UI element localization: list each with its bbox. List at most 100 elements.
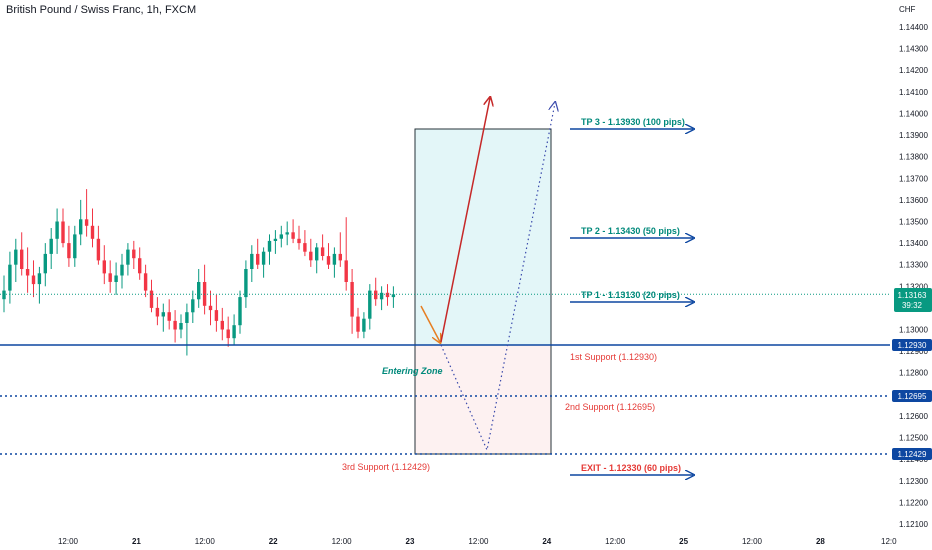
candle[interactable] bbox=[55, 208, 59, 254]
price-tick-label: 1.12800 bbox=[899, 369, 928, 378]
candle[interactable] bbox=[326, 243, 331, 269]
candle[interactable] bbox=[309, 238, 313, 267]
price-tick-label: 1.12900 bbox=[899, 347, 928, 356]
time-tick-label: 25 bbox=[679, 537, 688, 546]
candle[interactable] bbox=[67, 225, 71, 267]
candle[interactable] bbox=[220, 307, 224, 341]
candle[interactable] bbox=[138, 247, 142, 280]
candle[interactable] bbox=[356, 307, 360, 339]
time-tick-label: 24 bbox=[542, 537, 551, 546]
price-tick-label: 1.13400 bbox=[899, 239, 928, 248]
candle[interactable] bbox=[202, 264, 207, 315]
candle[interactable] bbox=[161, 303, 165, 332]
time-tick-label: 28 bbox=[816, 537, 825, 546]
candle[interactable] bbox=[232, 314, 236, 345]
stop-zone[interactable] bbox=[414, 344, 552, 455]
candle[interactable] bbox=[126, 243, 130, 276]
price-tick-label: 1.14200 bbox=[899, 66, 928, 75]
candle[interactable] bbox=[297, 225, 301, 250]
candle[interactable] bbox=[379, 286, 384, 311]
candle[interactable] bbox=[8, 251, 12, 304]
candle[interactable] bbox=[350, 269, 354, 334]
axis-currency: CHF bbox=[899, 5, 916, 14]
bull-projection-arrow[interactable] bbox=[440, 98, 490, 343]
price-tick-label: 1.14300 bbox=[899, 45, 928, 54]
entry-arrow[interactable] bbox=[420, 305, 440, 342]
price-tick-label: 1.13600 bbox=[899, 196, 928, 205]
candle[interactable] bbox=[37, 266, 42, 304]
candle[interactable] bbox=[49, 228, 53, 269]
price-tick-label: 1.12500 bbox=[899, 434, 928, 443]
target-zone[interactable] bbox=[414, 128, 552, 346]
support3-label: 3rd Support (1.12429) bbox=[342, 462, 430, 472]
candle[interactable] bbox=[79, 199, 83, 246]
candle[interactable] bbox=[108, 260, 112, 293]
candle[interactable] bbox=[338, 232, 342, 267]
candle[interactable] bbox=[279, 225, 283, 248]
support2-axis-tag: 1.12695 bbox=[892, 390, 932, 402]
price-tick-label: 1.14100 bbox=[899, 88, 928, 97]
time-tick-label: 21 bbox=[132, 537, 141, 546]
price-tick-label: 1.13900 bbox=[899, 131, 928, 140]
candle[interactable] bbox=[267, 234, 272, 265]
candle[interactable] bbox=[84, 189, 89, 237]
time-tick-label: 12:00 bbox=[605, 537, 626, 546]
candle[interactable] bbox=[250, 245, 254, 282]
candle[interactable] bbox=[120, 253, 124, 289]
candle[interactable] bbox=[285, 221, 289, 246]
candle[interactable] bbox=[385, 284, 390, 306]
candle[interactable] bbox=[185, 303, 189, 356]
candle[interactable] bbox=[179, 314, 183, 339]
candle[interactable] bbox=[261, 247, 266, 278]
candle[interactable] bbox=[20, 232, 24, 276]
candle[interactable] bbox=[96, 225, 101, 265]
time-tick-label: 12:00 bbox=[468, 537, 489, 546]
candle[interactable] bbox=[332, 247, 337, 278]
candle[interactable] bbox=[149, 279, 154, 313]
time-axis[interactable]: 12:00 21 12:00 22 12:00 23 12:00 24 12:00 25 12:00… bbox=[58, 537, 897, 546]
candle[interactable] bbox=[132, 240, 136, 269]
candle[interactable] bbox=[43, 243, 47, 287]
candle[interactable] bbox=[31, 260, 36, 298]
candle[interactable] bbox=[368, 284, 372, 330]
candle[interactable] bbox=[155, 297, 160, 326]
candle[interactable] bbox=[61, 208, 65, 248]
candle[interactable] bbox=[391, 286, 396, 308]
candle[interactable] bbox=[73, 225, 77, 267]
candle[interactable] bbox=[315, 243, 319, 274]
candle[interactable] bbox=[14, 238, 18, 282]
candle[interactable] bbox=[226, 316, 230, 347]
candle[interactable] bbox=[244, 260, 248, 308]
support2-label: 2nd Support (1.12695) bbox=[565, 402, 655, 412]
time-tick-label: 23 bbox=[406, 537, 415, 546]
candle[interactable] bbox=[256, 238, 260, 269]
candle[interactable] bbox=[102, 245, 106, 285]
current-price-value: 1.13163 bbox=[898, 291, 927, 300]
candle[interactable] bbox=[362, 312, 366, 339]
candle[interactable] bbox=[214, 294, 219, 332]
svg-text:1.12695: 1.12695 bbox=[898, 392, 927, 401]
candle[interactable] bbox=[320, 234, 325, 261]
candle[interactable] bbox=[191, 290, 195, 323]
candle[interactable] bbox=[167, 299, 171, 330]
price-tick-label: 1.12100 bbox=[899, 520, 928, 529]
candle[interactable] bbox=[273, 230, 278, 254]
candle[interactable] bbox=[208, 290, 213, 326]
time-tick-label: 12:00 bbox=[742, 537, 763, 546]
entering-zone-label: Entering Zone bbox=[382, 366, 443, 376]
time-tick-label: 12:00 bbox=[58, 537, 79, 546]
current-price-tag: 1.13163 39:32 bbox=[894, 288, 932, 312]
candle[interactable] bbox=[173, 310, 177, 343]
candle[interactable] bbox=[197, 269, 201, 308]
candle[interactable] bbox=[90, 208, 95, 248]
candle[interactable] bbox=[291, 219, 295, 244]
candle[interactable] bbox=[143, 264, 148, 298]
candle[interactable] bbox=[114, 262, 118, 295]
candle[interactable] bbox=[303, 230, 307, 257]
candle[interactable] bbox=[238, 290, 242, 334]
tp1-label: TP 1 - 1.13130 (20 pips) bbox=[581, 290, 680, 300]
candle[interactable] bbox=[344, 217, 348, 291]
candle[interactable] bbox=[25, 247, 30, 293]
candle[interactable] bbox=[374, 277, 378, 306]
